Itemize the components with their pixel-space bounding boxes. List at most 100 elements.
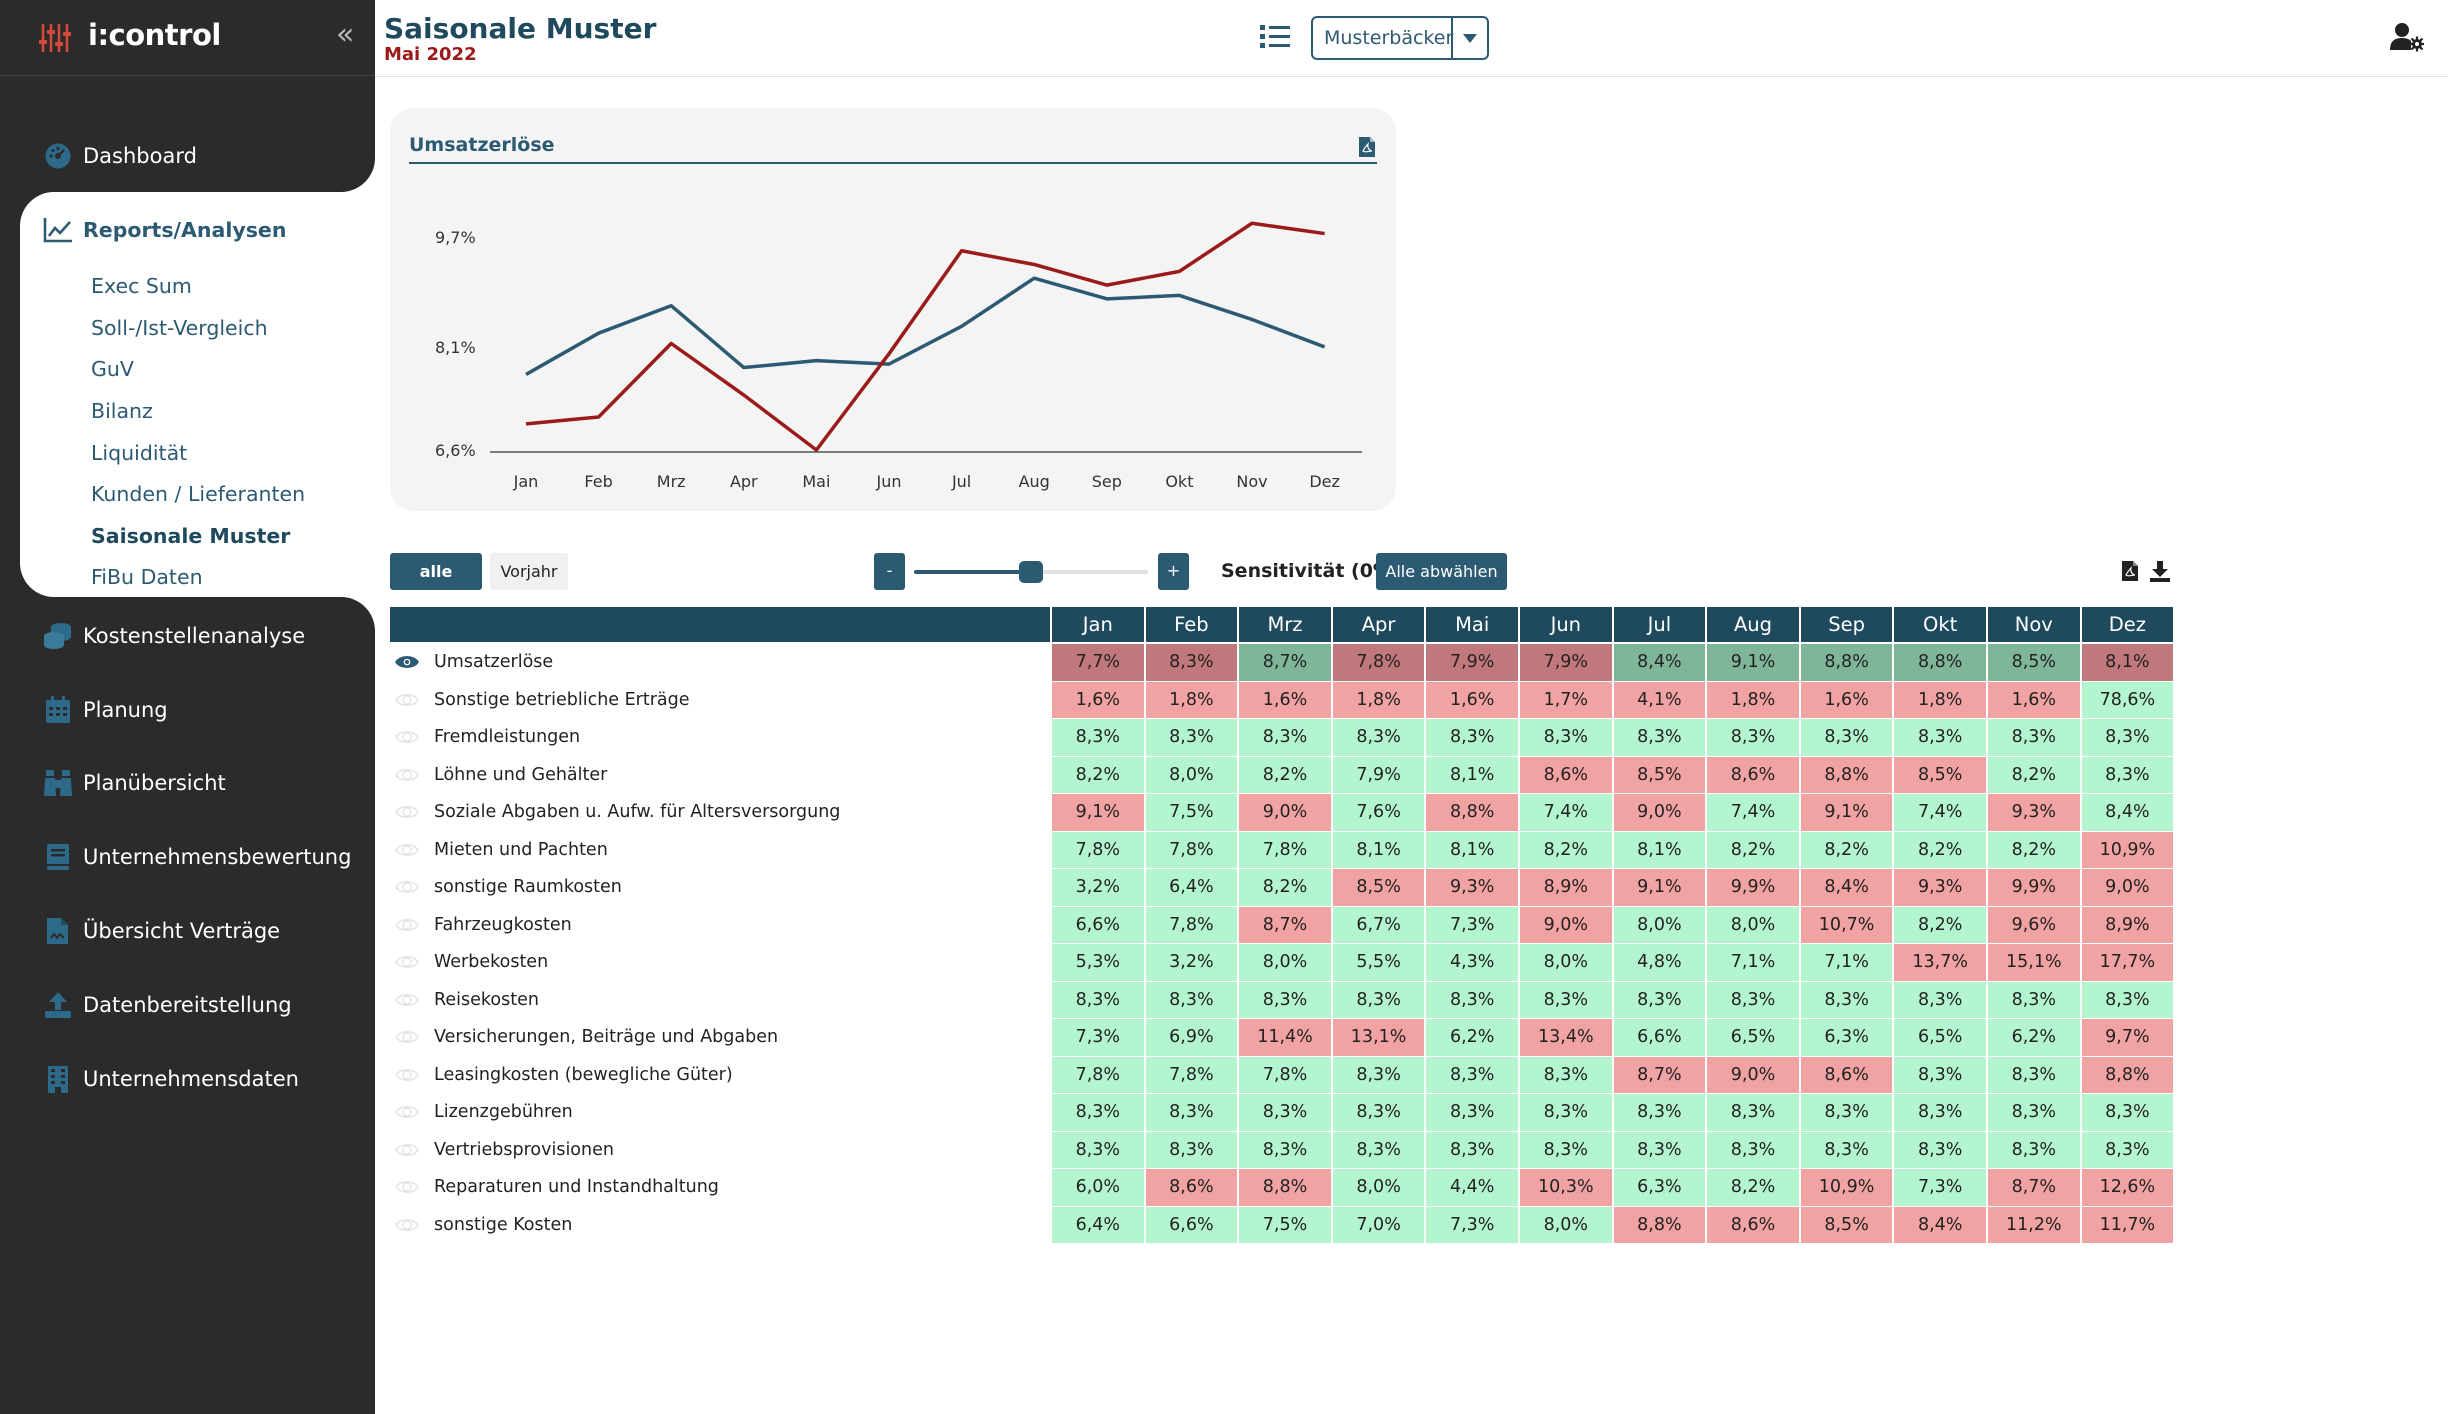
eye-hidden-icon[interactable]	[395, 878, 419, 896]
sensitivity-slider-handle[interactable]	[1019, 561, 1043, 583]
eye-hidden-icon[interactable]	[395, 841, 419, 859]
table-cell: 9,9%	[1986, 869, 2080, 907]
table-row: Vertriebsprovisionen 8,3% 8,3% 8,3% 8,3% 8,3%…	[390, 1131, 2174, 1169]
list-icon[interactable]	[1260, 24, 1290, 50]
sidebar-subitem-guv[interactable]: GuV	[91, 357, 134, 381]
deselect-all-button[interactable]: Alle abwählen	[1376, 553, 1507, 590]
sidebar-item-uebersicht-vertraege[interactable]: Übersicht Verträge	[0, 901, 375, 961]
table-cell: 8,8%	[1611, 1206, 1706, 1244]
table-cell: 6,4%	[1143, 869, 1238, 907]
sidebar-subitem-exec-sum[interactable]: Exec Sum	[91, 274, 192, 298]
sidebar-subitem-liquiditaet[interactable]: Liquidität	[91, 441, 188, 465]
table-cell: 6,3%	[1611, 1169, 1706, 1207]
all-years-button[interactable]: alle Jahre	[390, 553, 482, 618]
user-settings-icon[interactable]	[2390, 22, 2424, 52]
sidebar-item-datenbereitstellung[interactable]: Datenbereitstellung	[0, 975, 375, 1035]
table-cell: 8,3%	[1892, 1131, 1986, 1169]
table-cell: 9,3%	[1892, 869, 1986, 907]
table-pdf-export-icon[interactable]	[2121, 560, 2139, 582]
table-cell: 6,6%	[1143, 1206, 1238, 1244]
table-cell: 8,8%	[2079, 1056, 2174, 1094]
table-cell: 6,3%	[1798, 1019, 1893, 1057]
eye-hidden-icon[interactable]	[395, 916, 419, 934]
eye-icon[interactable]	[395, 653, 419, 671]
caret-down-icon[interactable]	[1453, 18, 1487, 58]
previous-year-button[interactable]: Vorjahr	[490, 553, 568, 590]
table-cell: 8,3%	[1798, 719, 1893, 757]
table-cell: 8,5%	[1611, 756, 1706, 794]
table-cell: 8,3%	[1518, 1131, 1612, 1169]
table-cell: 7,5%	[1143, 794, 1238, 832]
download-icon[interactable]	[2149, 560, 2171, 582]
eye-hidden-icon[interactable]	[395, 766, 419, 784]
sidebar-item-planung[interactable]: Planung	[0, 680, 375, 740]
eye-hidden-icon[interactable]	[395, 1216, 419, 1234]
table-cell: 7,0%	[1330, 1206, 1425, 1244]
collapse-sidebar-icon[interactable]: «	[336, 17, 355, 52]
table-cell: 8,3%	[1705, 981, 1799, 1019]
x-tick-label: Jun	[876, 472, 902, 491]
sidebar-subitem-saisonale-muster[interactable]: Saisonale Muster	[91, 524, 291, 548]
table-cell: 8,0%	[1518, 1206, 1612, 1244]
table-cell: 8,4%	[1611, 644, 1706, 682]
table-cell: 6,2%	[1986, 1019, 2080, 1057]
sensitivity-increase-button[interactable]: +	[1158, 553, 1189, 590]
eye-hidden-icon[interactable]	[395, 691, 419, 709]
sidebar-subitem-soll-ist[interactable]: Soll-/Ist-Vergleich	[91, 316, 268, 340]
sidebar-item-label: Planübersicht	[83, 771, 226, 795]
sidebar-item-kostenstellenanalyse[interactable]: Kostenstellenanalyse	[0, 606, 375, 666]
table-cell: 8,3%	[1518, 1094, 1612, 1132]
x-tick-label: Aug	[1019, 472, 1050, 491]
eye-hidden-icon[interactable]	[395, 991, 419, 1009]
eye-hidden-icon[interactable]	[395, 1141, 419, 1159]
upload-icon	[42, 989, 74, 1021]
table-cell: 9,1%	[1798, 794, 1893, 832]
page-title: Saisonale Muster	[384, 12, 657, 45]
table-cell: 8,3%	[1986, 1056, 2080, 1094]
table-cell: 8,0%	[1705, 906, 1799, 944]
x-tick-label: Jan	[513, 472, 539, 491]
table-cell: 11,4%	[1237, 1019, 1331, 1057]
y-tick-label: 8,1%	[435, 338, 476, 357]
table-cell: 1,6%	[1424, 681, 1518, 719]
sidebar-subitem-fibu-daten[interactable]: FiBu Daten	[91, 565, 203, 589]
table-cell: 6,4%	[1050, 1206, 1144, 1244]
table-cell: 8,3%	[1892, 1094, 1986, 1132]
column-header-month: Dez	[2079, 607, 2174, 642]
table-row: Reparaturen und Instandhaltung 6,0% 8,6% 8,…	[390, 1169, 2174, 1207]
table-cell: 8,3%	[1050, 981, 1144, 1019]
sidebar-item-dashboard[interactable]: Dashboard	[0, 126, 375, 186]
company-select[interactable]: Musterbäcker	[1311, 16, 1489, 60]
table-cell: 8,3%	[1798, 1094, 1893, 1132]
pdf-export-icon[interactable]	[1358, 136, 1376, 158]
sensitivity-decrease-button[interactable]: -	[874, 553, 905, 590]
table-cell: 8,3%	[1705, 1094, 1799, 1132]
table-cell: 1,6%	[1050, 681, 1144, 719]
table-cell: 8,3%	[1330, 1056, 1425, 1094]
table-cell: 8,3%	[1986, 719, 2080, 757]
table-cell: 13,4%	[1518, 1019, 1612, 1057]
table-cell: 8,3%	[1330, 981, 1425, 1019]
row-label: sonstige Kosten	[434, 1214, 573, 1235]
table-cell: 7,8%	[1143, 1056, 1238, 1094]
eye-hidden-icon[interactable]	[395, 1066, 419, 1084]
sidebar-subitem-bilanz[interactable]: Bilanz	[91, 399, 153, 423]
table-cell: 8,8%	[1798, 644, 1893, 682]
sidebar-subitem-kunden-lieferanten[interactable]: Kunden / Lieferanten	[91, 482, 306, 506]
eye-hidden-icon[interactable]	[395, 1178, 419, 1196]
table-cell: 8,1%	[1611, 831, 1706, 869]
eye-hidden-icon[interactable]	[395, 803, 419, 821]
eye-hidden-icon[interactable]	[395, 1028, 419, 1046]
table-cell: 9,7%	[2079, 1019, 2174, 1057]
eye-hidden-icon[interactable]	[395, 728, 419, 746]
column-header-month: Jul	[1611, 607, 1706, 642]
table-cell: 8,6%	[1705, 756, 1799, 794]
row-label: Vertriebsprovisionen	[434, 1139, 614, 1160]
sidebar-item-unternehmensbewertung[interactable]: Unternehmensbewertung	[0, 827, 375, 887]
table-cell: 6,9%	[1143, 1019, 1238, 1057]
sidebar-item-unternehmensdaten[interactable]: Unternehmensdaten	[0, 1049, 375, 1109]
eye-hidden-icon[interactable]	[395, 953, 419, 971]
sidebar-item-planuebersicht[interactable]: Planübersicht	[0, 753, 375, 813]
eye-hidden-icon[interactable]	[395, 1103, 419, 1121]
sidebar-item-reports[interactable]: Reports/Analysen	[0, 200, 375, 260]
